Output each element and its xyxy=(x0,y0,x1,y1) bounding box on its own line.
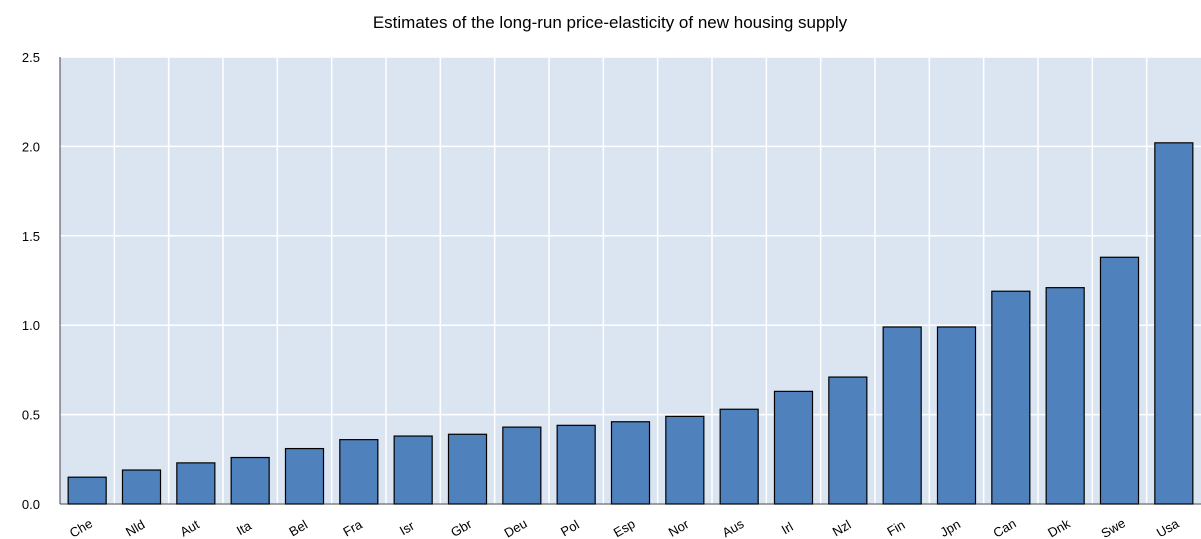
bar xyxy=(828,376,868,505)
x-tick-label: Isr xyxy=(397,518,418,539)
x-tick-label: Esp xyxy=(611,516,638,539)
x-tick-label: Bel xyxy=(286,517,310,539)
bar xyxy=(393,435,433,505)
bar xyxy=(773,390,814,505)
bar xyxy=(991,290,1031,505)
bar xyxy=(176,462,216,505)
y-tick-label: 0.5 xyxy=(22,408,40,423)
x-tick-label: Nor xyxy=(666,516,692,539)
x-tick-label: Nld xyxy=(123,517,147,539)
bar xyxy=(447,433,488,505)
bar xyxy=(1045,287,1085,505)
bar xyxy=(339,439,379,505)
bar xyxy=(1099,256,1140,505)
x-tick-label: Fra xyxy=(340,516,365,539)
x-tick-label: Ita xyxy=(234,518,255,539)
chart-title: Estimates of the long-run price-elastici… xyxy=(373,13,848,32)
bar xyxy=(230,456,270,505)
x-tick-label: Usa xyxy=(1154,515,1182,539)
y-tick-label: 0.0 xyxy=(22,497,40,512)
bar xyxy=(665,415,705,505)
x-tick-label: Deu xyxy=(502,516,530,539)
y-tick-label: 2.0 xyxy=(22,139,40,154)
x-tick-label: Gbr xyxy=(448,516,475,539)
y-tick-label: 1.5 xyxy=(22,229,40,244)
x-tick-label: Pol xyxy=(558,517,582,539)
bar xyxy=(121,469,162,505)
bar xyxy=(67,476,107,505)
x-tick-label: Can xyxy=(991,516,1019,539)
bar xyxy=(719,408,759,505)
x-tick-label: Che xyxy=(67,516,95,539)
x-tick-label: Aus xyxy=(719,516,746,539)
y-tick-label: 2.5 xyxy=(22,50,40,65)
bar xyxy=(556,424,596,505)
bar xyxy=(502,426,542,505)
x-tick-label: Fin xyxy=(884,517,907,539)
bar xyxy=(1154,142,1194,505)
x-tick-label: Swe xyxy=(1099,515,1128,539)
y-tick-label: 1.0 xyxy=(22,318,40,333)
x-tick-label: Jpn xyxy=(937,516,963,539)
bar xyxy=(610,421,651,505)
bar xyxy=(882,326,922,505)
bar xyxy=(284,447,325,505)
x-tick-label: Dnk xyxy=(1045,516,1073,539)
x-tick-label: Aut xyxy=(177,517,202,539)
x-tick-label: Irl xyxy=(779,519,796,537)
x-tick-label: Nzl xyxy=(830,517,854,539)
bar xyxy=(936,326,977,505)
